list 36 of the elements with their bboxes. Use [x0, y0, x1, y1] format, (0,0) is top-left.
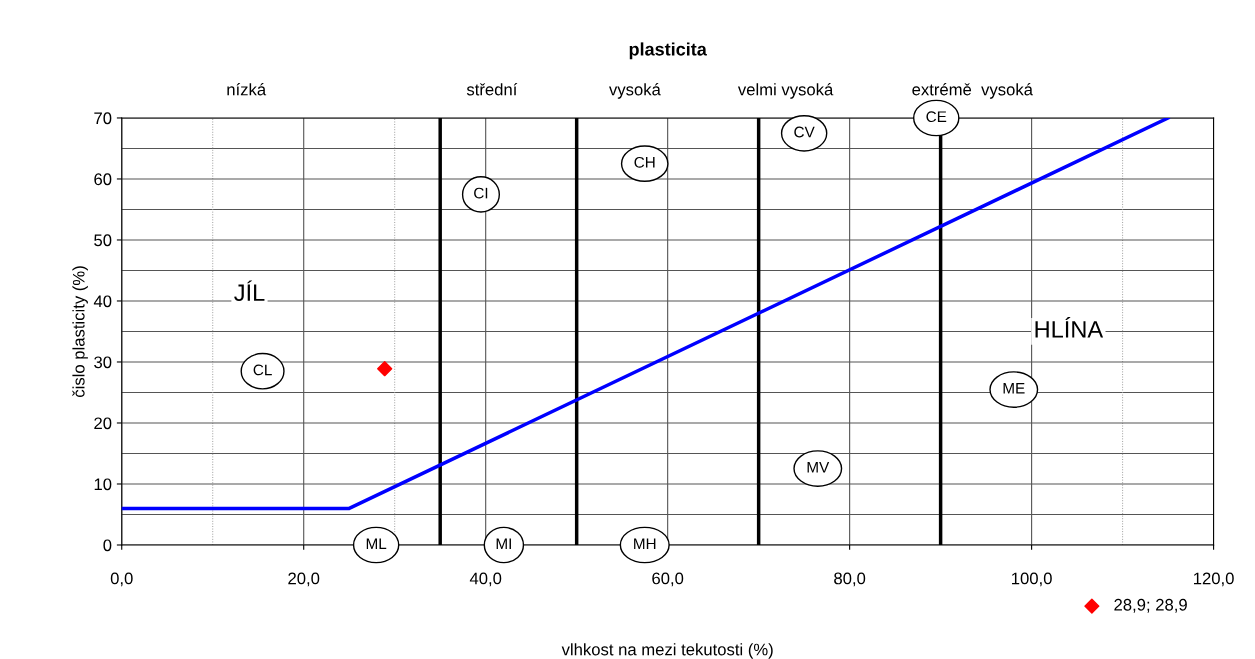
y-tick-label: 70 — [94, 112, 112, 125]
text: vysoká — [609, 83, 661, 99]
x-tick-label: 100,0 — [1012, 572, 1052, 587]
annotation: ML — [366, 538, 387, 549]
x-tick-label: 20,0 — [288, 572, 320, 587]
annotation: CV — [794, 126, 815, 138]
y-tick-label: 10 — [94, 478, 112, 491]
text: extrémě vysoká — [912, 83, 1033, 99]
text: velmi vysoká — [737, 83, 834, 99]
x-tick-label: 60,0 — [652, 572, 684, 587]
y-tick-label: 60 — [94, 173, 112, 186]
annotation: CH — [634, 156, 655, 168]
y-axis-title: čislo plasticity (%) — [72, 266, 88, 397]
annotation: ME — [1003, 382, 1025, 394]
x-axis-title: vlhkost na mezi tekutosti (%) — [561, 643, 773, 659]
x-tick-label: 40,0 — [469, 572, 502, 587]
y-tick-label: 30 — [94, 356, 112, 369]
annotation: MV — [807, 461, 830, 473]
annotation: JÍL — [234, 280, 265, 302]
x-tick-label: 120,0 — [1194, 572, 1234, 587]
annotation: CL — [253, 364, 272, 376]
annotation: CE — [926, 111, 947, 123]
legend-label: 28,9; 28,9 — [1114, 598, 1187, 613]
y-tick-label: 20 — [94, 417, 112, 430]
annotation: MH — [634, 538, 656, 549]
x-tick-label: 0,0 — [110, 572, 133, 587]
annotation: MI — [496, 538, 511, 549]
annotation: HLÍNA — [1035, 317, 1104, 338]
text: nízká — [227, 83, 267, 96]
y-tick-label: 50 — [94, 234, 112, 247]
text: střední — [466, 83, 518, 96]
chart-title: plasticita — [629, 42, 707, 60]
y-tick-label: 0 — [103, 539, 112, 552]
y-tick-label: 40 — [93, 295, 112, 308]
annotation: CI — [474, 187, 488, 199]
x-tick-label: 80,0 — [834, 572, 866, 587]
